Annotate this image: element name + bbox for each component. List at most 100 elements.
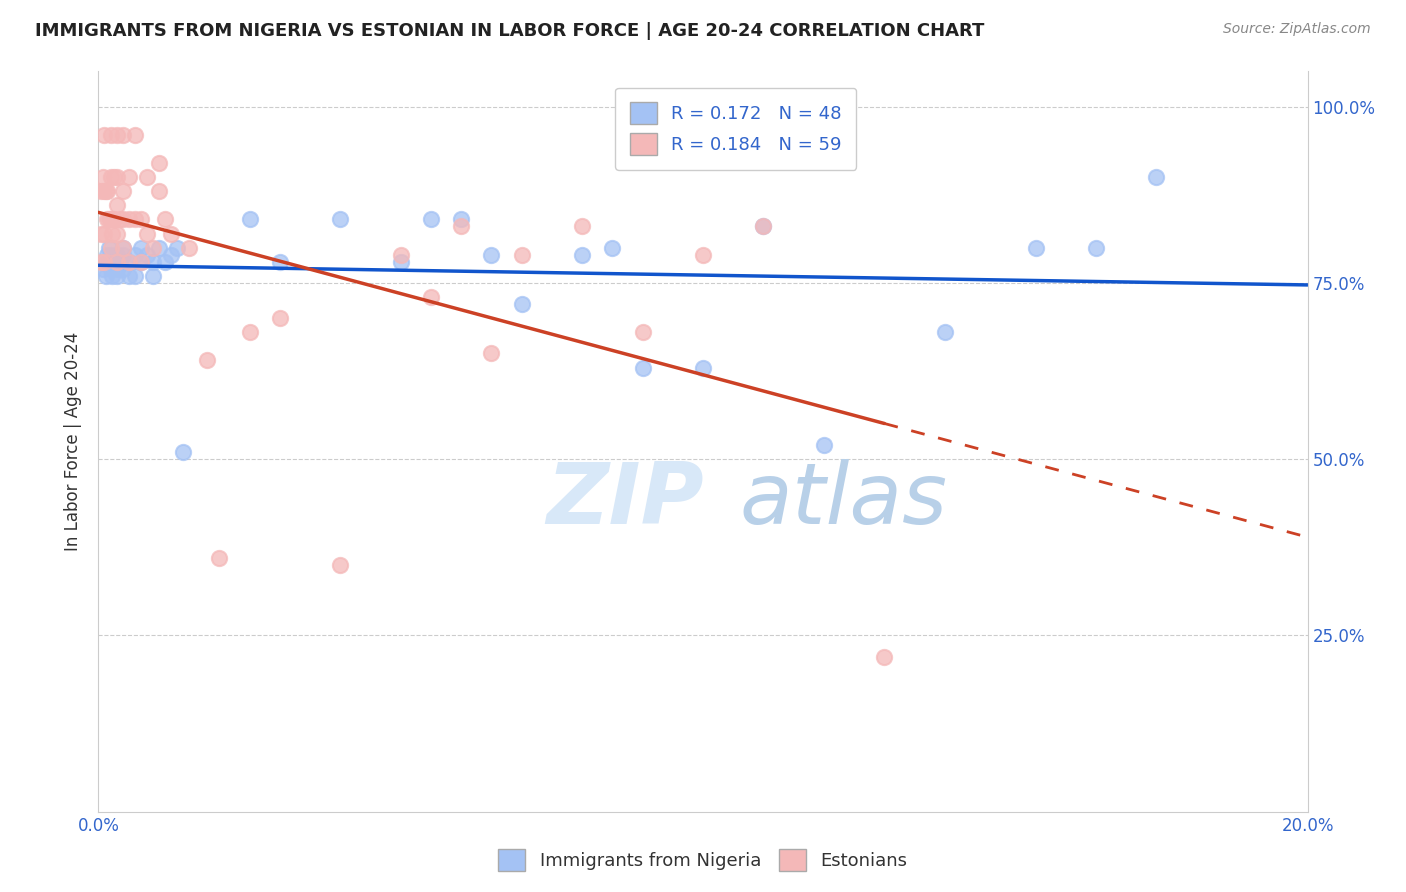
Point <box>510 297 533 311</box>
Point <box>105 248 128 262</box>
Point <box>105 198 128 212</box>
Point <box>93 227 115 241</box>
Point <box>118 212 141 227</box>
Point <box>96 184 118 198</box>
Point <box>111 212 134 227</box>
Point <box>135 248 157 262</box>
Point <box>118 254 141 268</box>
Point <box>179 241 201 255</box>
Point <box>111 184 134 198</box>
Point <box>129 254 152 268</box>
Point <box>420 212 443 227</box>
Point <box>631 360 654 375</box>
Point <box>103 254 125 268</box>
Point <box>108 212 131 227</box>
Point <box>90 227 112 241</box>
Point <box>129 212 152 227</box>
Point <box>269 311 291 326</box>
Point <box>631 325 654 339</box>
Point <box>142 241 165 255</box>
Point <box>118 254 141 268</box>
Point <box>93 254 115 268</box>
Point <box>166 241 188 255</box>
Point <box>269 254 291 268</box>
Point <box>160 227 183 241</box>
Point <box>111 128 134 142</box>
Point <box>934 325 956 339</box>
Point <box>571 219 593 234</box>
Point <box>692 248 714 262</box>
Legend: R = 0.172   N = 48, R = 0.184   N = 59: R = 0.172 N = 48, R = 0.184 N = 59 <box>616 87 856 169</box>
Point <box>100 268 122 283</box>
Point <box>111 241 134 255</box>
Point <box>100 227 122 241</box>
Point <box>96 212 118 227</box>
Point <box>124 212 146 227</box>
Point <box>100 128 122 142</box>
Point <box>100 248 122 262</box>
Point <box>239 325 262 339</box>
Point <box>129 241 152 255</box>
Point <box>94 184 117 198</box>
Point <box>98 241 121 255</box>
Point <box>91 261 114 276</box>
Point <box>100 261 122 276</box>
Text: Source: ZipAtlas.com: Source: ZipAtlas.com <box>1223 22 1371 37</box>
Point <box>148 241 170 255</box>
Point <box>100 241 122 255</box>
Point <box>153 254 176 268</box>
Point <box>692 360 714 375</box>
Point <box>111 241 134 255</box>
Point <box>118 170 141 185</box>
Point <box>100 170 122 185</box>
Point <box>148 184 170 198</box>
Point <box>93 254 115 268</box>
Point <box>450 212 472 227</box>
Point <box>94 268 117 283</box>
Point <box>602 241 624 255</box>
Point <box>481 248 503 262</box>
Point <box>118 268 141 283</box>
Point <box>105 170 128 185</box>
Point <box>450 219 472 234</box>
Point <box>135 170 157 185</box>
Point <box>111 248 134 262</box>
Point <box>389 254 412 268</box>
Point <box>135 227 157 241</box>
Point <box>142 254 165 268</box>
Point <box>148 156 170 170</box>
Point <box>510 248 533 262</box>
Point <box>873 649 896 664</box>
Point <box>93 128 115 142</box>
Point <box>129 254 152 268</box>
Point <box>813 438 835 452</box>
Text: IMMIGRANTS FROM NIGERIA VS ESTONIAN IN LABOR FORCE | AGE 20-24 CORRELATION CHART: IMMIGRANTS FROM NIGERIA VS ESTONIAN IN L… <box>35 22 984 40</box>
Point <box>1024 241 1046 255</box>
Point <box>195 353 218 368</box>
Y-axis label: In Labor Force | Age 20-24: In Labor Force | Age 20-24 <box>65 332 83 551</box>
Point <box>172 445 194 459</box>
Point <box>105 268 128 283</box>
Point <box>239 212 262 227</box>
Point <box>153 212 176 227</box>
Point <box>142 268 165 283</box>
Point <box>100 212 122 227</box>
Point <box>111 261 134 276</box>
Point <box>105 254 128 268</box>
Point <box>160 248 183 262</box>
Point <box>90 184 112 198</box>
Point <box>571 248 593 262</box>
Point <box>124 128 146 142</box>
Point <box>96 248 118 262</box>
Point <box>420 290 443 304</box>
Point <box>481 346 503 360</box>
Point <box>108 254 131 268</box>
Point <box>105 227 128 241</box>
Point <box>105 261 128 276</box>
Point <box>124 268 146 283</box>
Point <box>98 212 121 227</box>
Point <box>91 170 114 185</box>
Point <box>103 170 125 185</box>
Point <box>93 184 115 198</box>
Point <box>329 212 352 227</box>
